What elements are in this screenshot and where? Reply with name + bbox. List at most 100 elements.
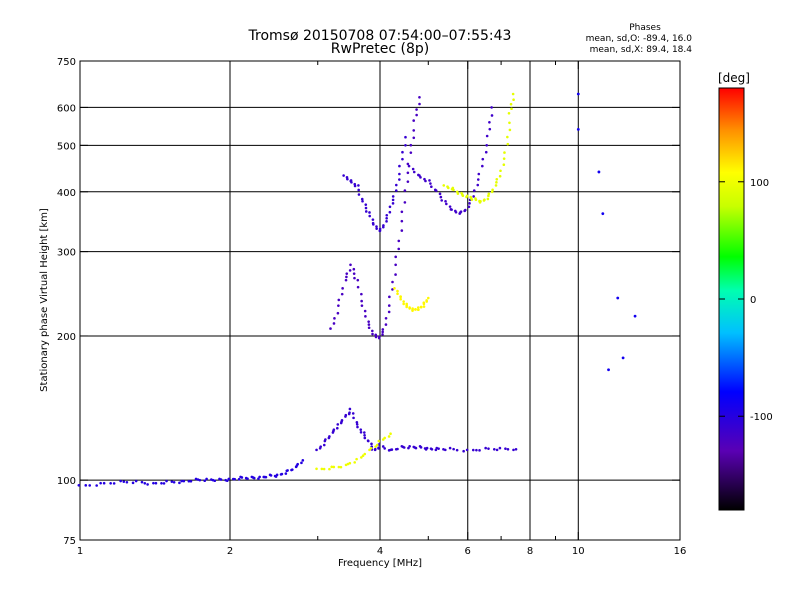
- x-tick-label: 16: [674, 546, 687, 557]
- x-tick-label: 10: [572, 546, 585, 557]
- data-point: [374, 445, 377, 448]
- data-point: [252, 476, 256, 480]
- data-point: [329, 327, 332, 330]
- data-point: [368, 214, 372, 218]
- data-point: [84, 484, 88, 487]
- data-point: [450, 208, 453, 211]
- data-point: [363, 431, 366, 434]
- data-point: [340, 418, 344, 422]
- data-point: [401, 157, 404, 161]
- data-point: [394, 273, 397, 276]
- data-point: [399, 297, 402, 301]
- data-point: [475, 448, 478, 452]
- data-point: [474, 198, 478, 202]
- data-point: [372, 223, 375, 226]
- data-point: [180, 479, 184, 483]
- data-point: [363, 452, 367, 456]
- data-point: [490, 190, 494, 194]
- data-point: [348, 411, 351, 414]
- data-point: [280, 472, 284, 476]
- data-point: [412, 136, 416, 140]
- data-point: [364, 203, 368, 206]
- data-point: [511, 92, 515, 96]
- data-point: [419, 305, 423, 309]
- data-point: [443, 448, 447, 452]
- data-point: [341, 287, 344, 290]
- data-point: [112, 482, 116, 485]
- data-point: [391, 280, 394, 284]
- data-point: [371, 332, 374, 336]
- data-point: [371, 218, 375, 221]
- data-point: [359, 428, 363, 431]
- data-point: [416, 306, 420, 309]
- data-point: [77, 483, 81, 487]
- data-point: [398, 178, 401, 181]
- data-point: [346, 177, 349, 181]
- data-point: [246, 477, 249, 480]
- data-point: [368, 448, 371, 452]
- data-point: [284, 472, 288, 475]
- data-point: [418, 102, 421, 106]
- data-point: [109, 482, 112, 485]
- data-point: [490, 106, 493, 109]
- data-point: [467, 205, 471, 209]
- data-point: [418, 95, 421, 99]
- data-point: [426, 296, 430, 300]
- data-point: [402, 302, 405, 306]
- data-point: [332, 465, 336, 469]
- data-point: [601, 212, 605, 216]
- data-point: [165, 479, 168, 483]
- data-point: [332, 322, 336, 325]
- data-point: [383, 447, 386, 450]
- data-point: [332, 428, 336, 431]
- data-point: [385, 220, 388, 223]
- data-point: [502, 157, 506, 160]
- data-point: [597, 170, 601, 174]
- data-point: [397, 247, 401, 251]
- data-point: [387, 310, 391, 314]
- data-point: [357, 184, 360, 187]
- data-point: [498, 446, 502, 450]
- data-point: [384, 323, 388, 326]
- data-point: [408, 444, 411, 448]
- data-point: [471, 448, 475, 452]
- data-point: [393, 287, 396, 290]
- data-point: [576, 127, 580, 131]
- data-point: [152, 481, 155, 485]
- data-point: [508, 128, 512, 132]
- data-point: [404, 135, 407, 139]
- data-point: [348, 407, 352, 411]
- data-point: [328, 435, 331, 438]
- data-point: [391, 202, 395, 205]
- y-tick-label: 100: [57, 476, 76, 487]
- data-point: [445, 202, 448, 206]
- data-point: [456, 192, 460, 195]
- data-point: [225, 479, 229, 483]
- data-point: [510, 107, 513, 111]
- data-point: [434, 189, 438, 192]
- data-point: [366, 439, 370, 443]
- data-point: [502, 163, 506, 166]
- y-tick-label: 400: [57, 188, 76, 199]
- data-point: [291, 468, 294, 471]
- data-point: [364, 210, 368, 213]
- data-point: [320, 467, 324, 471]
- data-point: [350, 180, 353, 184]
- data-point: [414, 308, 417, 311]
- data-point: [367, 326, 371, 330]
- data-point: [468, 202, 471, 205]
- data-point: [576, 92, 580, 96]
- data-point: [506, 142, 510, 146]
- data-point: [154, 481, 158, 485]
- data-point: [486, 197, 490, 201]
- phase-o-stat: mean, sd,O: -89.4, 16.0: [586, 34, 693, 44]
- chart-title: Tromsø 20150708 07:54:00–07:55:43: [248, 28, 512, 44]
- data-point: [481, 164, 484, 168]
- x-tick-label: 1: [77, 546, 83, 557]
- data-point: [361, 454, 365, 458]
- data-point: [352, 416, 355, 420]
- data-point: [143, 482, 147, 485]
- data-point: [414, 446, 418, 450]
- data-point: [382, 224, 385, 227]
